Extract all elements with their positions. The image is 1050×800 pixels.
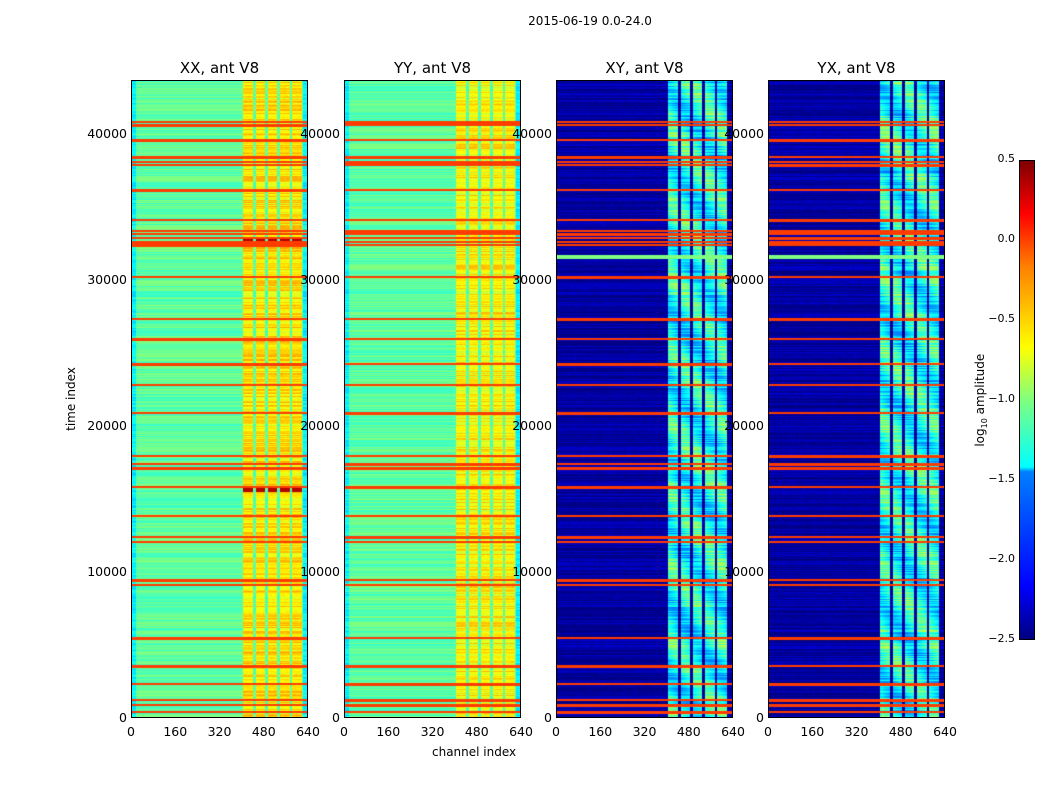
colorbar-tick-label: −0.5: [988, 312, 1015, 325]
y-tick-label: 30000: [87, 272, 127, 287]
x-tick-label: 160: [376, 724, 401, 739]
x-tick-label: 480: [464, 724, 489, 739]
colorbar-tick-label: −2.0: [988, 552, 1015, 565]
y-tick-label: 20000: [300, 418, 340, 433]
heatmap-image: [769, 81, 944, 717]
y-tick-label: 10000: [724, 564, 764, 579]
colorbar: [1019, 160, 1035, 640]
panel-title: XY, ant V8: [605, 59, 684, 77]
panel-title: YY, ant V8: [393, 59, 471, 77]
y-tick-label: 20000: [724, 418, 764, 433]
x-tick-label: 0: [127, 724, 135, 739]
x-tick-label: 160: [163, 724, 188, 739]
x-tick-label: 160: [588, 724, 613, 739]
x-tick-label: 0: [340, 724, 348, 739]
y-tick-label: 40000: [87, 126, 127, 142]
x-tick-label: 640: [509, 724, 533, 739]
heatmap-image: [345, 81, 520, 717]
x-tick-label: 640: [933, 724, 957, 739]
colorbar-label: log10 amplitude: [972, 353, 990, 447]
y-tick-label: 10000: [300, 564, 340, 579]
y-tick-label: 40000: [724, 126, 764, 142]
x-tick-label: 640: [721, 724, 745, 739]
x-tick-label: 320: [420, 724, 445, 739]
x-axis-label: channel index: [432, 745, 517, 759]
y-tick-label: 30000: [724, 272, 764, 287]
colorbar-tick-label: −1.5: [988, 472, 1015, 485]
heatmap-panel: [556, 80, 733, 718]
colorbar-tick-label: −1.0: [988, 392, 1015, 405]
y-tick-label: 20000: [512, 418, 552, 433]
y-axis-label: time index: [64, 367, 78, 431]
y-tick-label: 30000: [512, 272, 552, 287]
y-tick-label: 0: [544, 710, 552, 725]
colorbar-tick-label: −2.5: [988, 632, 1015, 645]
heatmap-image: [132, 81, 307, 717]
x-tick-label: 0: [764, 724, 772, 739]
x-tick-label: 480: [888, 724, 913, 739]
heatmap-panel: [768, 80, 945, 718]
heatmap-panel: [131, 80, 308, 718]
heatmap-image: [557, 81, 732, 717]
y-tick-label: 0: [332, 710, 340, 725]
panel-title: XX, ant V8: [179, 59, 260, 77]
figure-title: 2015-06-19 0.0-24.0: [528, 14, 652, 28]
y-tick-label: 40000: [512, 126, 552, 142]
y-tick-label: 10000: [512, 564, 552, 579]
x-tick-label: 0: [552, 724, 560, 739]
y-tick-label: 0: [119, 710, 127, 725]
y-tick-label: 40000: [300, 126, 340, 142]
y-tick-label: 0: [756, 710, 764, 725]
x-tick-label: 480: [676, 724, 701, 739]
colorbar-tick-label: 0.0: [997, 232, 1016, 245]
x-tick-label: 640: [296, 724, 320, 739]
x-tick-label: 320: [844, 724, 869, 739]
x-tick-label: 320: [207, 724, 232, 739]
colorbar-tick-label: 0.5: [997, 152, 1016, 165]
y-tick-label: 10000: [87, 564, 127, 579]
x-tick-label: 480: [251, 724, 276, 739]
heatmap-panel: [344, 80, 521, 718]
x-tick-label: 160: [800, 724, 825, 739]
panel-title: YX, ant V8: [817, 59, 896, 77]
y-tick-label: 20000: [87, 418, 127, 433]
y-tick-label: 30000: [300, 272, 340, 287]
x-tick-label: 320: [632, 724, 657, 739]
